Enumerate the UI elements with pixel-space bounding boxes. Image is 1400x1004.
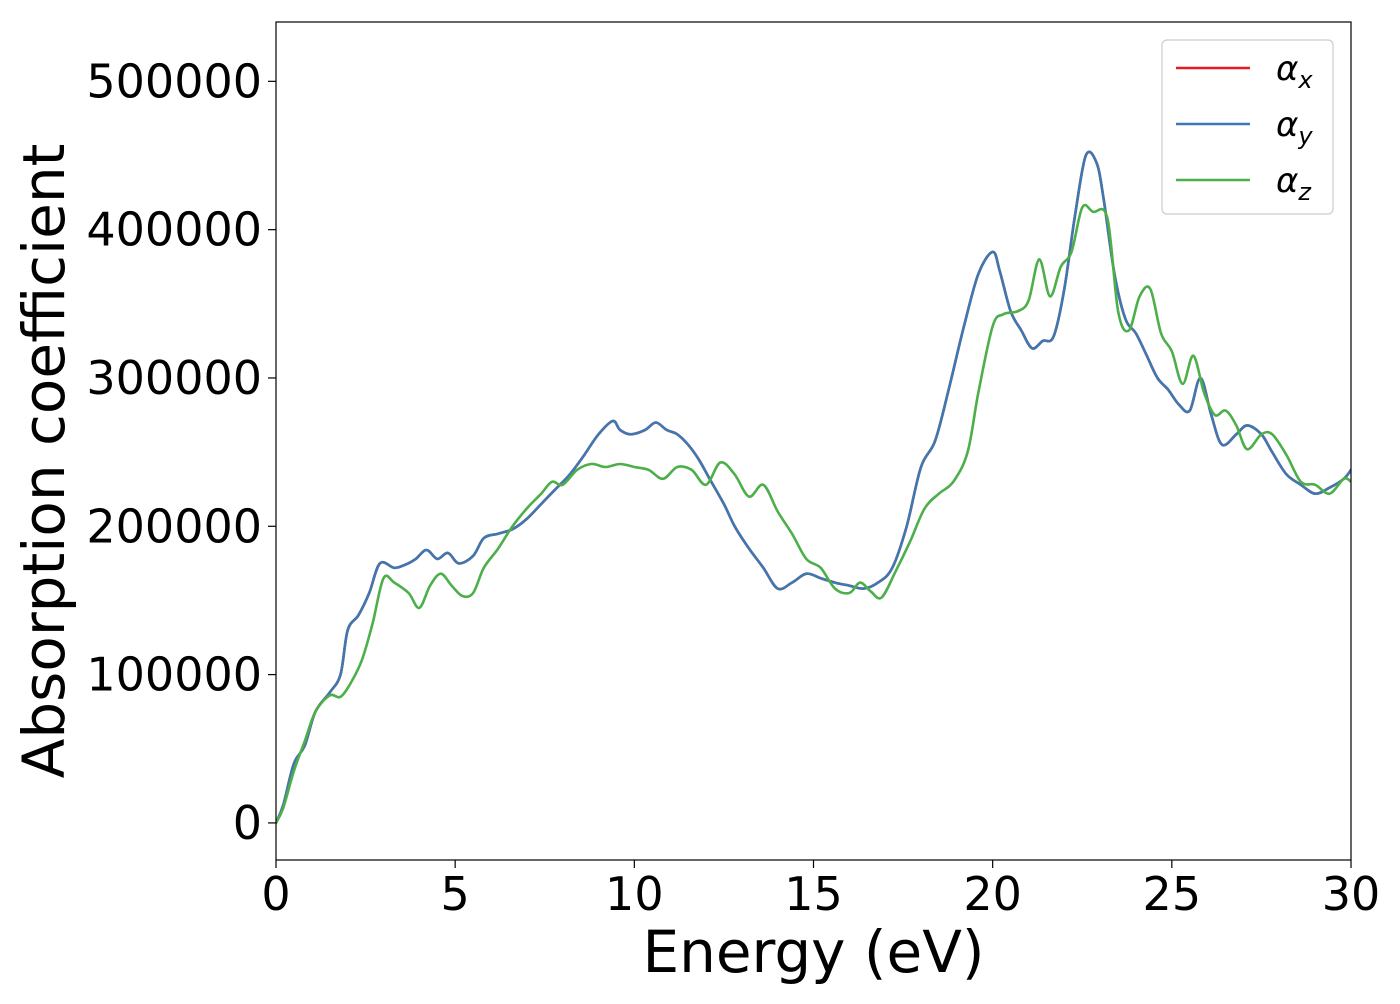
y-tick-label: 0 xyxy=(233,796,262,850)
series-layer xyxy=(276,150,1351,825)
legend-box xyxy=(1161,39,1334,215)
y-tick-label: 300000 xyxy=(86,351,262,405)
y-tick-label: 200000 xyxy=(86,499,262,553)
x-tick-label: 30 xyxy=(1322,867,1381,921)
x-axis-title: Energy (eV) xyxy=(642,918,984,986)
x-axis: 0 5 10 15 20 25 30 xyxy=(261,860,1380,921)
y-tick-label: 100000 xyxy=(86,648,262,702)
x-tick-label: 5 xyxy=(441,867,470,921)
x-tick-label: 20 xyxy=(963,867,1022,921)
series-line-alpha-y xyxy=(276,150,1351,825)
y-axis-title: Absorption coefficient xyxy=(10,144,78,779)
y-tick-label: 400000 xyxy=(86,203,262,257)
y-tick-label: 500000 xyxy=(86,54,262,108)
legend-label-alpha-y: αy xyxy=(1276,105,1313,150)
legend-label-alpha-z: αz xyxy=(1276,161,1312,206)
legend: αx αy αz xyxy=(1161,39,1334,215)
x-tick-label: 25 xyxy=(1143,867,1202,921)
x-tick-label: 0 xyxy=(261,867,290,921)
series-line-alpha-z xyxy=(276,203,1351,825)
x-tick-label: 15 xyxy=(784,867,843,921)
x-tick-label: 10 xyxy=(605,867,664,921)
y-axis: 0 100000 200000 300000 400000 500000 xyxy=(86,54,276,850)
series-line-alpha-x xyxy=(276,150,1351,825)
legend-label-alpha-x: αx xyxy=(1276,49,1313,94)
